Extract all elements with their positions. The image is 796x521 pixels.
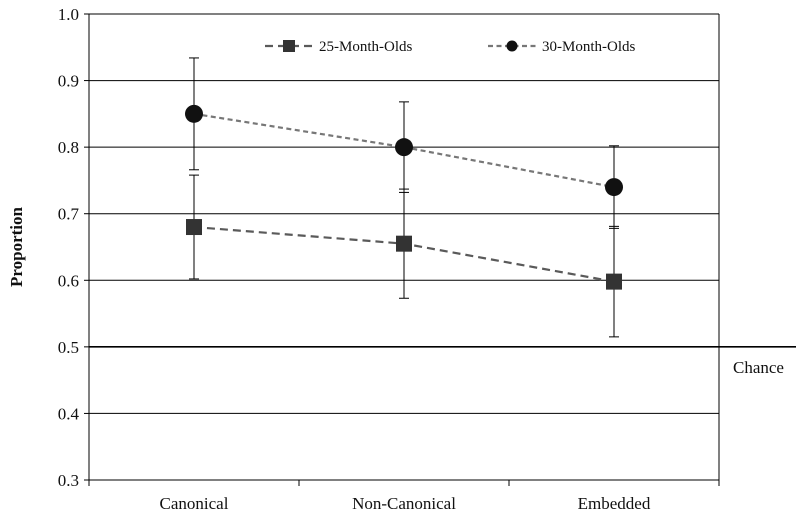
chance-label: Chance bbox=[733, 358, 784, 377]
y-tick-label: 0.7 bbox=[58, 205, 80, 224]
y-tick-label: 0.8 bbox=[58, 138, 79, 157]
data-point-square bbox=[606, 273, 622, 290]
legend-label: 30-Month-Olds bbox=[542, 39, 635, 55]
data-point-circle bbox=[605, 178, 623, 197]
y-tick-label: 0.4 bbox=[58, 404, 80, 423]
x-category-label: Embedded bbox=[578, 494, 651, 513]
legend-marker-square bbox=[283, 40, 295, 52]
data-point-circle bbox=[185, 104, 203, 123]
data-point-square bbox=[396, 235, 412, 252]
y-tick-label: 0.9 bbox=[58, 72, 79, 91]
y-tick-label: 0.6 bbox=[58, 271, 79, 290]
y-tick-label: 1.0 bbox=[58, 5, 79, 24]
data-point-square bbox=[186, 219, 202, 236]
data-point-circle bbox=[395, 138, 413, 157]
x-category-label: Non-Canonical bbox=[352, 494, 456, 513]
y-tick-label: 0.3 bbox=[58, 471, 79, 490]
legend-marker-circle bbox=[506, 40, 518, 52]
legend: 25-Month-Olds 30-Month-Olds bbox=[265, 39, 635, 55]
y-tick-label: 0.5 bbox=[58, 338, 79, 357]
y-axis-title: Proportion bbox=[7, 206, 26, 287]
x-category-label: Canonical bbox=[160, 494, 229, 513]
legend-label: 25-Month-Olds bbox=[319, 39, 412, 55]
